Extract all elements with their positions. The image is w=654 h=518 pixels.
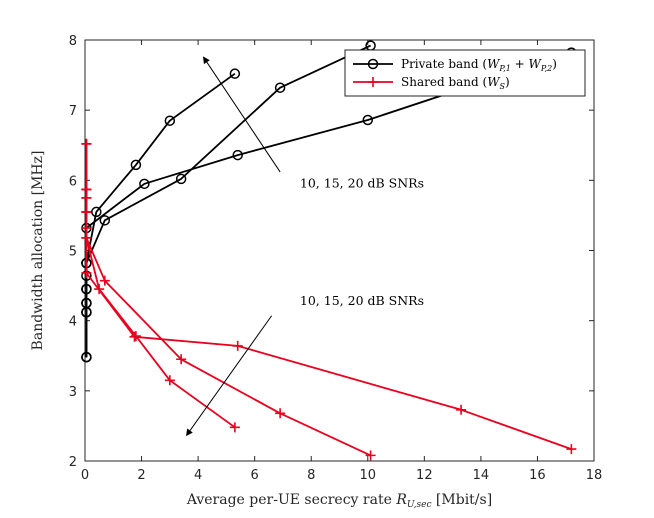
y-tick-label: 4	[69, 315, 77, 330]
data-point	[81, 283, 92, 295]
data-point	[81, 223, 92, 234]
annotations-layer: 10, 15, 20 dB SNRs 10, 15, 20 dB SNRs	[185, 56, 424, 437]
legend: Private band (WP,1 + WP,2) Shared band (W…	[344, 49, 586, 97]
data-point	[566, 444, 577, 455]
data-point	[130, 159, 142, 171]
data-point	[81, 297, 92, 309]
series-layer	[81, 40, 577, 461]
data-point	[368, 77, 378, 87]
x-tick-label: 12	[416, 468, 433, 483]
x-tick-label: 16	[529, 468, 546, 483]
y-tick-label: 3	[69, 385, 77, 400]
data-point	[365, 450, 376, 461]
legend-box	[344, 49, 586, 97]
data-point	[232, 149, 243, 161]
data-point	[81, 206, 92, 217]
x-tick-label: 18	[586, 468, 603, 483]
data-point	[91, 206, 102, 218]
data-point	[362, 114, 374, 126]
annotation-text: 10, 15, 20 dB SNRs	[300, 293, 424, 308]
y-tick-label: 8	[69, 34, 77, 49]
x-tick-label: 0	[81, 468, 89, 483]
data-point	[456, 404, 467, 415]
data-point	[81, 267, 92, 278]
data-point	[81, 138, 92, 149]
x-tick-label: 14	[473, 468, 490, 483]
data-point	[164, 115, 176, 126]
y-axis-label: Bandwidth allocation [MHz]	[30, 151, 46, 351]
legend-entry: Private band (WP,1 + WP,2)	[353, 57, 557, 73]
data-point	[99, 215, 111, 226]
y-tick-label: 2	[69, 455, 77, 470]
y-tick-label: 6	[69, 174, 77, 189]
data-point	[229, 422, 240, 433]
annotation-arrow	[185, 315, 273, 437]
data-point	[99, 275, 110, 286]
data-point	[232, 340, 243, 351]
annotation-text: 10, 15, 20 dB SNRs	[300, 175, 424, 190]
data-point	[176, 354, 187, 365]
plot-area	[84, 39, 595, 462]
x-tick-label: 8	[307, 468, 315, 483]
series-1	[81, 138, 577, 461]
data-point	[367, 58, 379, 70]
data-point	[275, 408, 286, 419]
legend-entry: Shared band (WS)	[353, 75, 510, 91]
data-point	[175, 173, 187, 185]
data-point	[81, 184, 92, 195]
y-tick-label: 7	[69, 104, 77, 119]
x-tick-label: 6	[251, 468, 259, 483]
data-point	[164, 375, 175, 386]
data-point	[81, 351, 92, 363]
x-tick-label: 10	[360, 468, 377, 483]
legend-label: Shared band (WS)	[401, 75, 510, 91]
data-point	[81, 232, 92, 243]
data-point	[229, 68, 241, 79]
legend-label: Private band (WP,1 + WP,2)	[401, 57, 557, 73]
y-tick-label: 5	[69, 245, 77, 260]
data-point	[81, 192, 92, 203]
x-axis-label: Average per-UE secrecy rate RU,sec [Mbit…	[186, 492, 492, 510]
annotation-arrow	[202, 56, 281, 173]
data-point	[129, 331, 140, 342]
data-point	[274, 82, 286, 93]
data-point	[139, 178, 150, 190]
x-tick-label: 2	[137, 468, 145, 483]
x-tick-label: 4	[194, 468, 202, 483]
